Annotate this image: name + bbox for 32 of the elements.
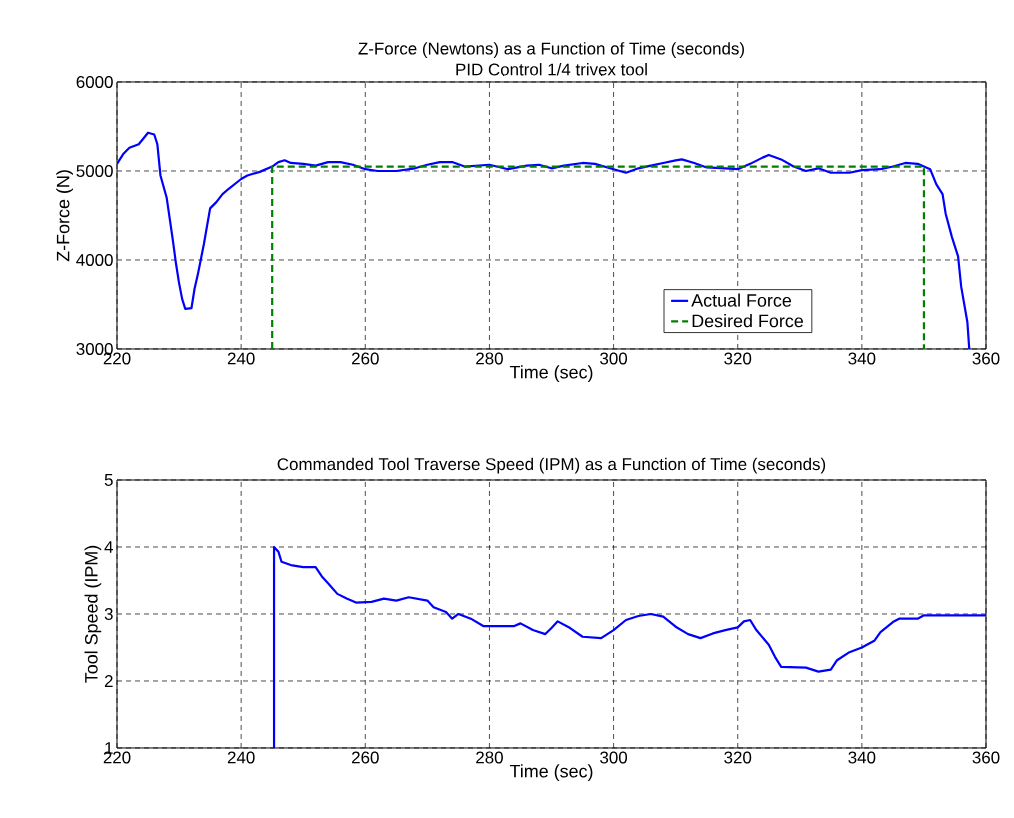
chart-title: Commanded Tool Traverse Speed (IPM) as a Function of Time (seconds) — [277, 457, 826, 474]
x-tick-label: 360 — [972, 352, 1000, 365]
x-tick-label: 300 — [600, 751, 628, 764]
legend-label: Desired Force — [692, 314, 803, 328]
x-tick-label: 240 — [227, 352, 255, 365]
line-series — [117, 131, 971, 349]
x-tick-label: 260 — [352, 751, 379, 764]
y-tick-label: 6000 — [76, 75, 113, 88]
y-tick-label: 2 — [104, 675, 113, 687]
legend-label: Actual Force — [691, 293, 792, 307]
x-tick-label: 280 — [476, 352, 503, 365]
x-tick-label: 320 — [724, 751, 752, 764]
x-tick-label: 360 — [972, 751, 1000, 764]
x-tick-label: 340 — [848, 751, 876, 764]
x-tick-label: 260 — [352, 352, 379, 365]
y-tick-label: 5 — [104, 474, 113, 486]
y-axis-title: Z-Force (N) — [56, 170, 73, 262]
chart-subtitle: PID Control 1/4 trivex tool — [456, 63, 647, 76]
x-axis-title: Time (sec) — [509, 365, 593, 383]
chart-title: Z-Force (Newtons) as a Function of Time (seconds) — [358, 42, 744, 58]
x-tick-label: 340 — [848, 352, 876, 365]
x-tick-label: 300 — [600, 352, 628, 365]
x-axis-title: Time (sec) — [509, 764, 593, 782]
x-tick-label: 240 — [227, 751, 255, 764]
x-tick-label: 280 — [476, 751, 503, 764]
y-tick-label: 4 — [104, 541, 113, 553]
y-tick-label: 3 — [104, 607, 113, 620]
line-series — [272, 545, 987, 748]
y-axis-title: Tool Speed (IPM) — [84, 545, 102, 683]
y-tick-label: 5000 — [76, 164, 113, 177]
y-tick-label: 4000 — [76, 253, 113, 266]
x-tick-label: 320 — [724, 352, 752, 365]
